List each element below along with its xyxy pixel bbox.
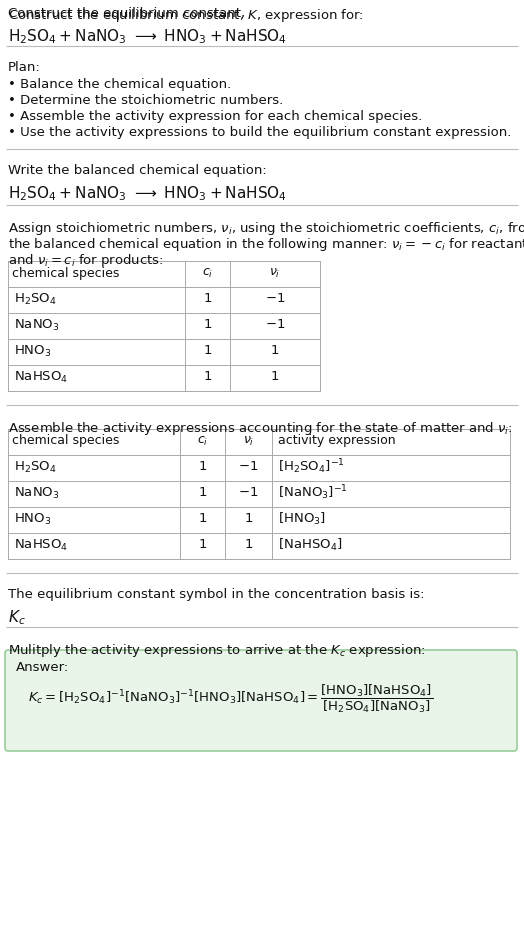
Text: Mulitply the activity expressions to arrive at the $K_c$ expression:: Mulitply the activity expressions to arr… [8,642,426,659]
Text: 1: 1 [203,318,212,331]
Text: $\mathrm{HNO_3}$: $\mathrm{HNO_3}$ [14,511,51,526]
Text: $[\mathrm{HNO_3}]$: $[\mathrm{HNO_3}]$ [278,510,326,526]
Text: activity expression: activity expression [278,434,396,447]
Text: 1: 1 [244,538,253,551]
Text: $[\mathrm{NaHSO_4}]$: $[\mathrm{NaHSO_4}]$ [278,536,343,552]
Text: Plan:: Plan: [8,61,41,74]
Text: $K_c = [\mathrm{H_2SO_4}]^{-1} [\mathrm{NaNO_3}]^{-1} [\mathrm{HNO_3}][\mathrm{N: $K_c = [\mathrm{H_2SO_4}]^{-1} [\mathrm{… [28,683,433,714]
Text: $\mathrm{NaNO_3}$: $\mathrm{NaNO_3}$ [14,317,60,332]
Text: $c_i$: $c_i$ [202,267,213,279]
Text: 1: 1 [198,538,207,551]
Text: 1: 1 [198,486,207,499]
Text: Assign stoichiometric numbers, $\nu_i$, using the stoichiometric coefficients, $: Assign stoichiometric numbers, $\nu_i$, … [8,220,524,237]
Text: • Assemble the activity expression for each chemical species.: • Assemble the activity expression for e… [8,109,422,123]
Text: $\mathrm{HNO_3}$: $\mathrm{HNO_3}$ [14,343,51,358]
Text: chemical species: chemical species [12,434,119,447]
Text: $\nu_i$: $\nu_i$ [243,434,254,447]
Text: Construct the equilibrium constant,: Construct the equilibrium constant, [8,7,249,20]
Text: $[\mathrm{NaNO_3}]^{-1}$: $[\mathrm{NaNO_3}]^{-1}$ [278,484,348,502]
Text: 1: 1 [203,292,212,306]
Text: • Use the activity expressions to build the equilibrium constant expression.: • Use the activity expressions to build … [8,126,511,139]
Text: Assemble the activity expressions accounting for the state of matter and $\nu_i$: Assemble the activity expressions accoun… [8,420,512,437]
Text: The equilibrium constant symbol in the concentration basis is:: The equilibrium constant symbol in the c… [8,587,424,601]
Text: $\mathrm{NaHSO_4}$: $\mathrm{NaHSO_4}$ [14,369,68,385]
Text: Write the balanced chemical equation:: Write the balanced chemical equation: [8,164,267,177]
Text: and $\nu_i = c_i$ for products:: and $\nu_i = c_i$ for products: [8,251,163,268]
Text: 1: 1 [198,512,207,525]
Text: chemical species: chemical species [12,267,119,279]
Text: $\mathrm{H_2SO_4 + NaNO_3 \ \longrightarrow \ HNO_3 + NaHSO_4}$: $\mathrm{H_2SO_4 + NaNO_3 \ \longrightar… [8,27,287,46]
Text: 1: 1 [271,344,279,357]
Text: 1: 1 [244,512,253,525]
Text: $\mathrm{NaHSO_4}$: $\mathrm{NaHSO_4}$ [14,537,68,552]
Text: $\mathrm{H_2SO_4 + NaNO_3 \ \longrightarrow \ HNO_3 + NaHSO_4}$: $\mathrm{H_2SO_4 + NaNO_3 \ \longrightar… [8,184,287,203]
Text: 1: 1 [203,370,212,383]
Text: $K_c$: $K_c$ [8,607,26,626]
Text: $-1$: $-1$ [238,460,259,473]
Text: $\mathrm{NaNO_3}$: $\mathrm{NaNO_3}$ [14,485,60,500]
Text: the balanced chemical equation in the following manner: $\nu_i = -c_i$ for react: the balanced chemical equation in the fo… [8,236,524,252]
Text: Construct the equilibrium constant, $K$, expression for:: Construct the equilibrium constant, $K$,… [8,7,364,24]
Text: $-1$: $-1$ [265,318,285,331]
Text: 1: 1 [271,370,279,383]
Text: $c_i$: $c_i$ [197,434,208,447]
Text: $\mathrm{H_2SO_4}$: $\mathrm{H_2SO_4}$ [14,291,57,307]
Text: $[\mathrm{H_2SO_4}]^{-1}$: $[\mathrm{H_2SO_4}]^{-1}$ [278,457,345,476]
Text: $-1$: $-1$ [265,292,285,306]
Text: $\nu_i$: $\nu_i$ [269,267,281,279]
Text: 1: 1 [198,460,207,473]
Text: • Balance the chemical equation.: • Balance the chemical equation. [8,78,231,90]
Text: $-1$: $-1$ [238,486,259,499]
Text: Answer:: Answer: [16,661,69,673]
Text: • Determine the stoichiometric numbers.: • Determine the stoichiometric numbers. [8,94,283,107]
Text: $\mathrm{H_2SO_4}$: $\mathrm{H_2SO_4}$ [14,459,57,474]
Text: 1: 1 [203,344,212,357]
FancyBboxPatch shape [5,650,517,751]
